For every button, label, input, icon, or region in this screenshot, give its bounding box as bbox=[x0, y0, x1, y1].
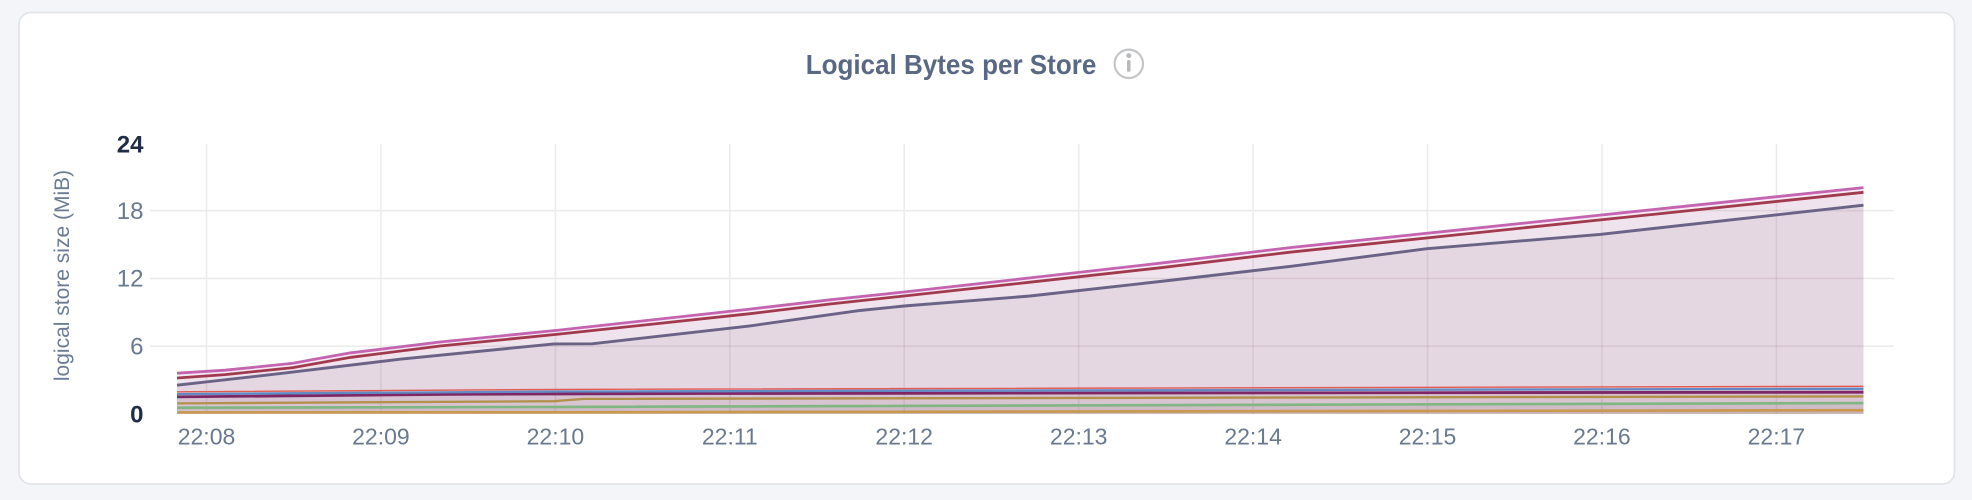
svg-text:18: 18 bbox=[117, 198, 144, 225]
svg-text:0: 0 bbox=[130, 402, 143, 429]
svg-text:22:16: 22:16 bbox=[1573, 423, 1631, 449]
svg-text:12: 12 bbox=[117, 265, 144, 292]
svg-text:Logical Bytes per Store: Logical Bytes per Store bbox=[806, 49, 1097, 80]
svg-text:6: 6 bbox=[130, 334, 143, 361]
svg-text:22:08: 22:08 bbox=[178, 423, 236, 449]
svg-text:22:17: 22:17 bbox=[1748, 423, 1806, 449]
svg-text:24: 24 bbox=[117, 131, 144, 158]
svg-text:22:09: 22:09 bbox=[352, 423, 410, 449]
svg-text:22:13: 22:13 bbox=[1050, 423, 1108, 449]
svg-text:22:15: 22:15 bbox=[1399, 423, 1457, 449]
svg-text:logical store size (MiB): logical store size (MiB) bbox=[51, 170, 74, 381]
svg-text:22:10: 22:10 bbox=[527, 423, 585, 449]
svg-text:22:14: 22:14 bbox=[1224, 423, 1282, 449]
svg-text:22:12: 22:12 bbox=[875, 423, 933, 449]
svg-text:22:11: 22:11 bbox=[702, 423, 758, 449]
